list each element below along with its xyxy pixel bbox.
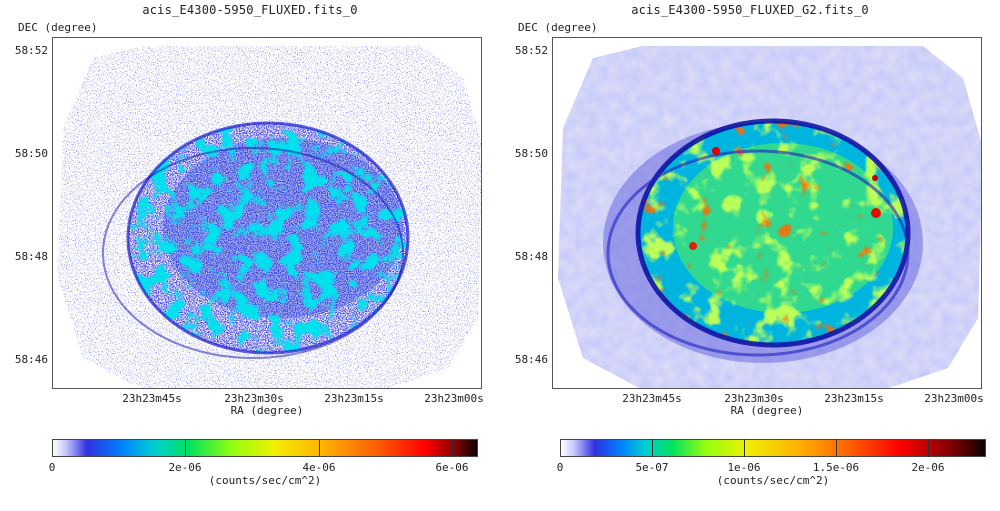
x-tick-label: 23h23m45s [122,392,182,405]
x-tick-label: 23h23m00s [924,392,984,405]
colorbar-tick-label: 0 [556,461,564,474]
colorbar-tick-label: 5e-07 [635,461,669,474]
colorbar-tick-label: 2e-06 [911,461,945,474]
colorbar-tick-label: 2e-06 [168,461,202,474]
panel-title: acis_E4300-5950_FLUXED_G2.fits_0 [631,3,869,17]
colorbar-tick-label: 4e-06 [302,461,336,474]
image-panel-smoothed: acis_E4300-5950_FLUXED_G2.fits_0 DEC (de… [500,0,1000,511]
colorbar-tick-label: 0 [48,461,56,474]
colorbar-tick-label: 6e-06 [435,461,469,474]
colorbar-tick-mark [928,439,929,457]
x-axis-label: RA (degree) [230,404,304,417]
colorbar-tick-label: 1e-06 [727,461,761,474]
y-tick-label: 58:46 [514,353,548,366]
colorbar [560,439,986,457]
colorbar-tick-mark [836,439,837,457]
colorbar-tick-mark [185,439,186,457]
image-canvas[interactable] [52,37,482,389]
raw-image-svg [58,46,481,388]
colorbar-tick-label: 1.5e-06 [812,461,860,474]
x-tick-label: 23h23m30s [224,392,284,405]
y-tick-label: 58:52 [514,44,548,57]
panel-title: acis_E4300-5950_FLUXED.fits_0 [142,3,358,17]
image-panel-raw: acis_E4300-5950_FLUXED.fits_0 DEC (degre… [14,3,484,487]
y-tick-label: 58:48 [514,250,548,263]
colorbar-tick-mark [319,439,320,457]
y-tick-label: 58:50 [14,147,48,160]
colorbar-tick-mark [652,439,653,457]
x-tick-label: 23h23m00s [424,392,484,405]
colorbar-units-label: (counts/sec/cm^2) [208,474,322,487]
colorbar [52,439,478,457]
image-canvas[interactable] [552,37,982,389]
x-tick-label: 23h23m15s [324,392,384,405]
colorbar-tick-mark [452,439,453,457]
x-tick-label: 23h23m45s [622,392,682,405]
y-tick-label: 58:50 [514,147,548,160]
smoothed-image-svg [558,46,981,388]
x-tick-label: 23h23m30s [724,392,784,405]
x-tick-label: 23h23m15s [824,392,884,405]
colorbar-units-label: (counts/sec/cm^2) [716,474,830,487]
y-axis-label: DEC (degree) [518,21,598,34]
y-tick-label: 58:46 [14,353,48,366]
colorbar-tick-mark [744,439,745,457]
y-axis-label: DEC (degree) [18,21,98,34]
y-tick-label: 58:48 [14,250,48,263]
x-axis-label: RA (degree) [730,404,804,417]
y-tick-label: 58:52 [14,44,48,57]
